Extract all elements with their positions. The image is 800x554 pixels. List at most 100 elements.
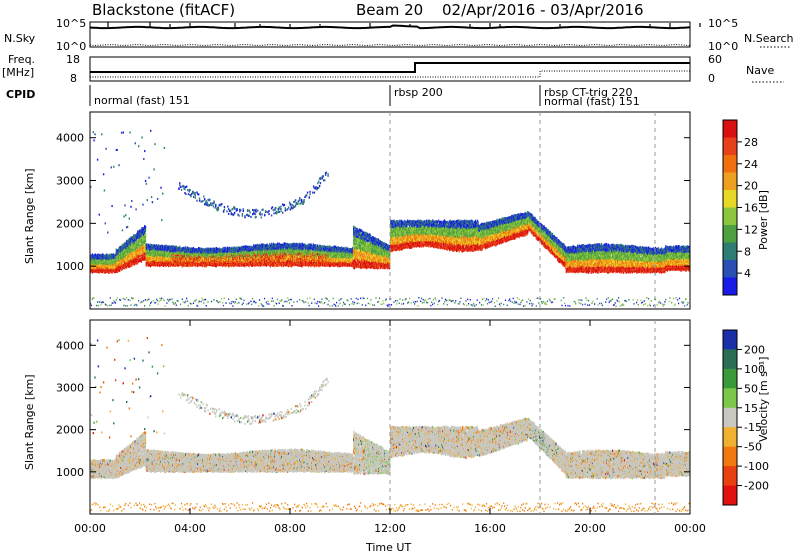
range-gate-cell [250,216,251,218]
cpid-seg-1: rbsp 200 [394,86,443,99]
range-gate-cell [104,190,105,192]
range-gate-cell [221,298,222,300]
range-gate-cell [93,131,94,133]
range-gate-cell [168,300,169,302]
range-gate-cell [161,219,162,221]
range-gate-cell [105,222,106,224]
range-gate-cell [237,208,238,210]
beam-label: Beam 20 [356,1,423,19]
range-gate-cell [99,214,100,216]
range-gate-cell [128,299,129,301]
range-gate-cell [167,299,168,301]
range-gate-cell [196,200,197,202]
range-gate-cell [145,226,146,229]
nsky-left-top: 10^5 [56,17,86,30]
range-gate-cell [218,206,219,208]
cpid-strip: normal (fast) 151 rbsp 200 rbsp CT-trig … [90,85,640,108]
range-gate-cell [124,299,125,301]
range-gate-cell [117,297,118,299]
range-gate-cell [247,209,248,211]
range-gate-cell [221,203,222,205]
range-gate-cell [123,298,124,300]
range-gate-cell [240,209,241,211]
range-gate-cell [141,137,142,139]
range-gate-cell [243,303,244,305]
range-gate-cell [255,302,256,304]
range-gate-cell [133,298,134,300]
range-gate-cell [249,211,250,213]
range-gate-cell [186,186,187,188]
range-gate-cell [165,305,166,307]
range-gate-cell [138,300,139,302]
range-gate-cell [225,302,226,304]
range-gate-cell [159,301,160,303]
range-gate-cell [130,206,131,208]
range-gate-cell [203,196,204,198]
range-gate-cell [146,183,147,185]
range-gate-cell [185,301,186,303]
range-gate-cell [195,301,196,303]
range-gate-cell [138,145,139,147]
range-gate-cell [250,301,251,303]
cpid-seg-3: normal (fast) 151 [544,95,640,108]
range-gate-cell [91,305,92,307]
rti-plot: Blackstone (fitACF) Beam 20 02/Apr/2016 … [0,0,800,554]
range-gate-cell [235,301,236,303]
station-title: Blackstone (fitACF) [92,1,235,19]
range-gate-cell [159,298,160,300]
range-gate-cell [101,133,102,135]
range-gate-cell [195,197,196,199]
range-gate-cell [129,300,130,302]
range-gate-cell [227,206,228,208]
range-gate-cell [111,166,112,168]
freq-right-bot: 0 [708,72,715,85]
range-gate-cell [226,210,227,212]
range-gate-cell [185,193,186,195]
range-gate-cell [152,201,153,203]
range-gate-cell [184,188,185,190]
range-gate-cell [224,206,225,208]
cpid-label: CPID [6,88,35,101]
range-gate-cell [199,200,200,202]
range-gate-cell [103,302,104,304]
range-gate-cell [202,200,203,202]
range-gate-cell [148,177,149,179]
range-gate-cell [255,216,256,218]
range-gate-cell [117,149,118,151]
range-gate-cell [243,208,244,210]
range-gate-cell [193,196,194,198]
range-gate-cell [234,207,235,209]
range-gate-cell [172,302,173,304]
range-gate-cell [157,198,158,200]
range-gate-cell [180,304,181,306]
range-gate-cell [178,187,179,189]
freq-label: Freq. [8,53,35,66]
nsky-left-bot: 10^0 [56,40,86,53]
range-gate-cell [211,301,212,303]
range-gate-cell [196,191,197,193]
range-gate-cell [161,298,162,300]
range-gate-cell [123,132,124,134]
range-gate-cell [105,148,106,150]
range-gate-cell [160,299,161,301]
range-gate-cell [129,132,130,134]
nsky-strip: 10^5 10^0 10^5 10^0 [56,17,738,53]
range-gate-cell [188,305,189,307]
range-gate-cell [219,301,220,303]
range-gate-cell [206,305,207,307]
range-gate-cell [238,302,239,304]
range-gate-cell [189,189,190,191]
range-gate-cell [243,210,244,212]
range-gate-cell [157,300,158,302]
range-gate-cell [124,204,125,206]
range-gate-cell [209,199,210,201]
range-gate-cell [218,302,219,304]
range-gate-cell [176,305,177,307]
range-gate-cell [231,301,232,303]
range-gate-cell [204,198,205,200]
range-gate-cell [135,142,136,144]
freq-strip: 18 8 60 0 [66,53,722,85]
range-gate-cell [164,300,165,302]
range-gate-cell [145,180,146,182]
range-gate-cell [251,304,252,306]
